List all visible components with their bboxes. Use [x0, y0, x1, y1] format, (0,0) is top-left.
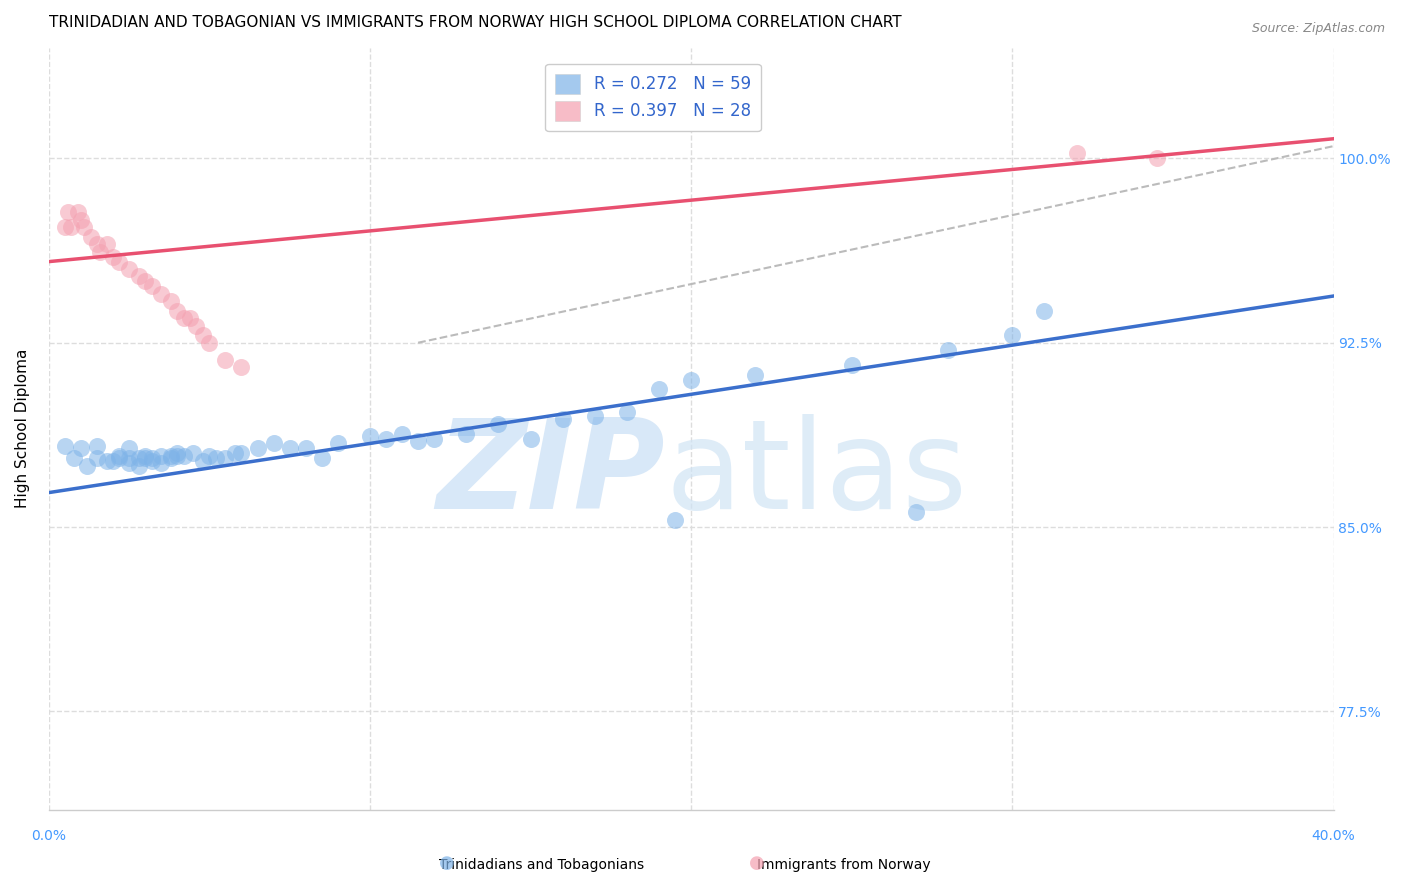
Point: [150, 286, 173, 301]
Point: [179, 311, 201, 326]
Point: [1001, 328, 1024, 343]
Point: [73, 220, 96, 235]
Point: [1033, 303, 1056, 318]
Point: [166, 449, 188, 463]
Point: [134, 449, 156, 463]
Point: [166, 303, 188, 318]
Point: [56, 205, 79, 219]
Point: [198, 449, 221, 463]
Point: [904, 505, 927, 519]
Point: [214, 451, 236, 466]
Point: [551, 412, 574, 426]
Text: atlas: atlas: [665, 414, 967, 535]
Point: [198, 335, 221, 350]
Point: [150, 449, 173, 463]
Point: [1066, 146, 1088, 161]
Point: [359, 429, 381, 443]
Point: [231, 446, 253, 460]
Point: [96, 453, 118, 467]
Point: [53, 220, 76, 235]
Point: [86, 237, 108, 252]
Point: [150, 456, 173, 470]
Point: [159, 449, 181, 463]
Text: TRINIDADIAN AND TOBAGONIAN VS IMMIGRANTS FROM NORWAY HIGH SCHOOL DIPLOMA CORRELA: TRINIDADIAN AND TOBAGONIAN VS IMMIGRANTS…: [49, 15, 901, 30]
Point: [128, 451, 150, 466]
Point: [141, 453, 163, 467]
Point: [159, 293, 181, 308]
Point: [108, 254, 131, 268]
Point: [76, 458, 98, 473]
Point: [311, 451, 333, 466]
Point: [159, 451, 181, 466]
Point: [141, 279, 163, 293]
Point: [375, 432, 398, 446]
Point: [86, 451, 108, 466]
Point: [134, 274, 156, 288]
Point: [173, 311, 195, 326]
Point: [204, 451, 226, 466]
Point: [263, 436, 285, 450]
Point: [519, 432, 541, 446]
Point: [616, 404, 638, 418]
Point: [101, 453, 124, 467]
Text: 40.0%: 40.0%: [1312, 830, 1355, 843]
Point: [181, 446, 204, 460]
Point: [63, 451, 86, 466]
Point: [118, 442, 141, 456]
Point: [681, 373, 703, 387]
Point: [294, 442, 316, 456]
Legend: R = 0.272   N = 59, R = 0.397   N = 28: R = 0.272 N = 59, R = 0.397 N = 28: [546, 64, 761, 131]
Point: [173, 449, 195, 463]
Point: [214, 352, 236, 367]
Text: Trinidadians and Tobagonians: Trinidadians and Tobagonians: [439, 858, 644, 872]
Point: [108, 449, 131, 463]
Point: [128, 269, 150, 284]
Y-axis label: High School Diploma: High School Diploma: [15, 349, 30, 508]
Point: [118, 451, 141, 466]
Point: [224, 446, 246, 460]
Point: [86, 439, 108, 453]
Point: [486, 417, 509, 431]
Point: [101, 250, 124, 264]
Point: [1146, 152, 1168, 166]
Point: [70, 212, 93, 227]
Point: [391, 426, 413, 441]
Point: [246, 442, 269, 456]
Point: [118, 456, 141, 470]
Point: [108, 451, 131, 466]
Point: [186, 318, 208, 333]
Point: [128, 458, 150, 473]
Point: [278, 442, 301, 456]
Point: [79, 230, 101, 244]
Point: [326, 436, 349, 450]
Point: [583, 409, 606, 424]
Text: ZIP: ZIP: [437, 414, 665, 535]
Point: [191, 453, 214, 467]
Text: Immigrants from Norway: Immigrants from Norway: [756, 858, 931, 872]
Point: [191, 328, 214, 343]
Point: [648, 383, 671, 397]
Point: [406, 434, 429, 448]
Text: ●: ●: [748, 855, 765, 872]
Point: [231, 360, 253, 375]
Point: [664, 513, 686, 527]
Point: [70, 442, 93, 456]
Point: [841, 358, 863, 372]
Point: [423, 432, 446, 446]
Point: [456, 426, 478, 441]
Point: [89, 244, 111, 259]
Text: Source: ZipAtlas.com: Source: ZipAtlas.com: [1251, 22, 1385, 36]
Text: ●: ●: [439, 855, 456, 872]
Text: 0.0%: 0.0%: [31, 830, 66, 843]
Point: [936, 343, 959, 357]
Point: [60, 220, 83, 235]
Point: [118, 262, 141, 277]
Point: [166, 446, 188, 460]
Point: [53, 439, 76, 453]
Point: [66, 205, 89, 219]
Point: [744, 368, 766, 382]
Point: [134, 451, 156, 466]
Point: [96, 237, 118, 252]
Point: [141, 451, 163, 466]
